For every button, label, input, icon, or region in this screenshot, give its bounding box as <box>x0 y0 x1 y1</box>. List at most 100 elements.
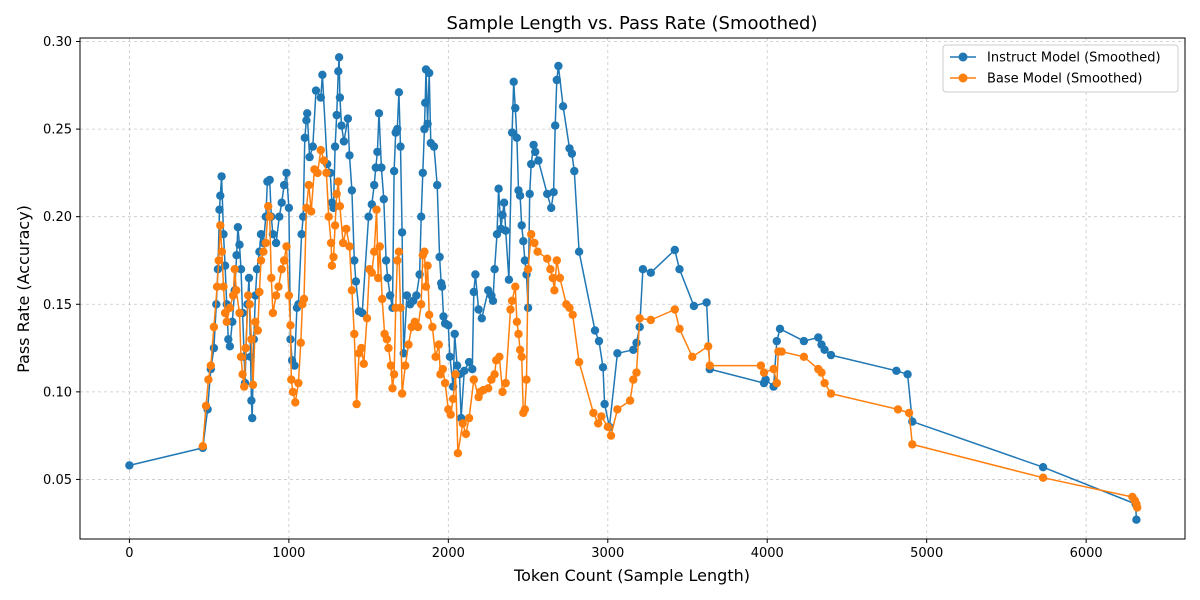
data-point-base <box>345 242 354 251</box>
data-point-base <box>282 242 291 251</box>
data-point-instruct <box>374 109 384 118</box>
data-point-instruct <box>383 273 392 283</box>
data-point-base <box>286 321 295 330</box>
data-point-instruct <box>339 137 349 146</box>
data-point-base <box>393 256 402 265</box>
data-point-base <box>198 442 207 451</box>
data-point-instruct <box>543 189 552 199</box>
data-point-instruct <box>494 184 503 193</box>
data-point-base <box>574 357 584 367</box>
data-point-instruct <box>501 226 510 235</box>
plot-frame <box>79 37 1186 540</box>
data-point-base <box>404 340 413 349</box>
data-point-base <box>606 431 616 440</box>
data-point-base <box>550 286 559 295</box>
data-point-instruct <box>511 103 520 113</box>
x-tick-label: 3000 <box>591 546 624 561</box>
data-point-base <box>352 399 361 409</box>
data-point-instruct <box>775 324 785 333</box>
data-point-base <box>244 291 253 300</box>
y-tick-label: 0.10 <box>43 385 72 400</box>
data-point-base <box>423 261 432 270</box>
data-point-instruct <box>425 68 434 78</box>
data-point-base <box>382 335 392 344</box>
data-point-instruct <box>439 312 448 321</box>
data-point-base <box>375 242 384 251</box>
data-point-instruct <box>300 133 309 142</box>
data-point-instruct <box>350 256 359 265</box>
data-point-instruct <box>567 149 577 158</box>
data-point-base <box>214 256 223 265</box>
data-point-instruct <box>423 119 432 128</box>
data-point-instruct <box>271 238 281 248</box>
data-point-instruct <box>290 361 299 370</box>
data-point-instruct <box>554 61 563 71</box>
data-point-instruct <box>299 212 308 221</box>
data-point-instruct <box>689 301 699 311</box>
data-point-base <box>367 268 376 277</box>
data-point-base <box>461 429 471 439</box>
data-point-instruct <box>600 399 609 409</box>
legend-marker-instruct <box>958 52 968 62</box>
data-point-instruct <box>499 198 509 207</box>
data-point-base <box>675 324 684 333</box>
data-point-base <box>417 300 426 309</box>
data-point-base <box>777 347 786 356</box>
data-point-base <box>225 303 235 312</box>
data-point-instruct <box>236 265 246 274</box>
data-point-instruct <box>225 342 235 351</box>
data-point-base <box>362 314 372 323</box>
data-point-base <box>334 177 343 186</box>
data-point-base <box>206 361 215 370</box>
data-point-base <box>247 335 256 344</box>
data-point-instruct <box>629 345 638 354</box>
data-point-base <box>453 449 463 458</box>
data-point-instruct <box>552 75 561 85</box>
data-point-instruct <box>515 191 525 200</box>
data-point-base <box>446 410 455 419</box>
data-point-base <box>1133 503 1142 512</box>
data-point-base <box>216 221 225 230</box>
data-point-base <box>589 408 598 418</box>
data-point-instruct <box>377 163 386 172</box>
legend: Instruct Model (Smoothed) Base Model (Sm… <box>942 44 1179 93</box>
data-point-base <box>204 375 213 384</box>
data-point-base <box>514 329 523 339</box>
data-point-base <box>893 405 903 414</box>
data-point-instruct <box>799 336 809 346</box>
data-point-instruct <box>551 121 560 130</box>
data-point-instruct <box>248 413 257 423</box>
data-point-base <box>397 389 407 398</box>
data-point-instruct <box>421 98 430 108</box>
data-point-instruct <box>646 268 655 277</box>
data-point-base <box>772 378 781 388</box>
data-point-instruct <box>474 305 483 314</box>
data-point-instruct <box>761 375 770 384</box>
data-point-base <box>394 247 404 256</box>
data-point-instruct <box>275 212 284 221</box>
data-point-base <box>704 342 713 351</box>
data-point-instruct <box>504 275 514 284</box>
data-point-base <box>451 370 460 379</box>
data-point-base <box>238 370 247 379</box>
data-point-instruct <box>224 335 233 344</box>
data-point-instruct <box>389 166 399 176</box>
data-point-base <box>458 419 467 428</box>
data-point-instruct <box>570 166 579 176</box>
data-point-base <box>294 378 303 388</box>
data-point-base <box>222 317 231 326</box>
data-point-base <box>322 168 331 178</box>
data-point-instruct <box>444 321 453 330</box>
data-point-instruct <box>337 121 346 130</box>
data-point-base <box>396 303 405 312</box>
data-point-instruct <box>519 237 528 246</box>
data-point-base <box>288 387 298 397</box>
data-point-instruct <box>318 70 327 80</box>
data-point-base <box>511 282 520 291</box>
data-point-base <box>261 238 270 248</box>
data-point-base <box>324 212 333 221</box>
data-point-base <box>635 314 644 323</box>
data-point-instruct <box>590 326 600 335</box>
data-point-instruct <box>814 333 823 342</box>
